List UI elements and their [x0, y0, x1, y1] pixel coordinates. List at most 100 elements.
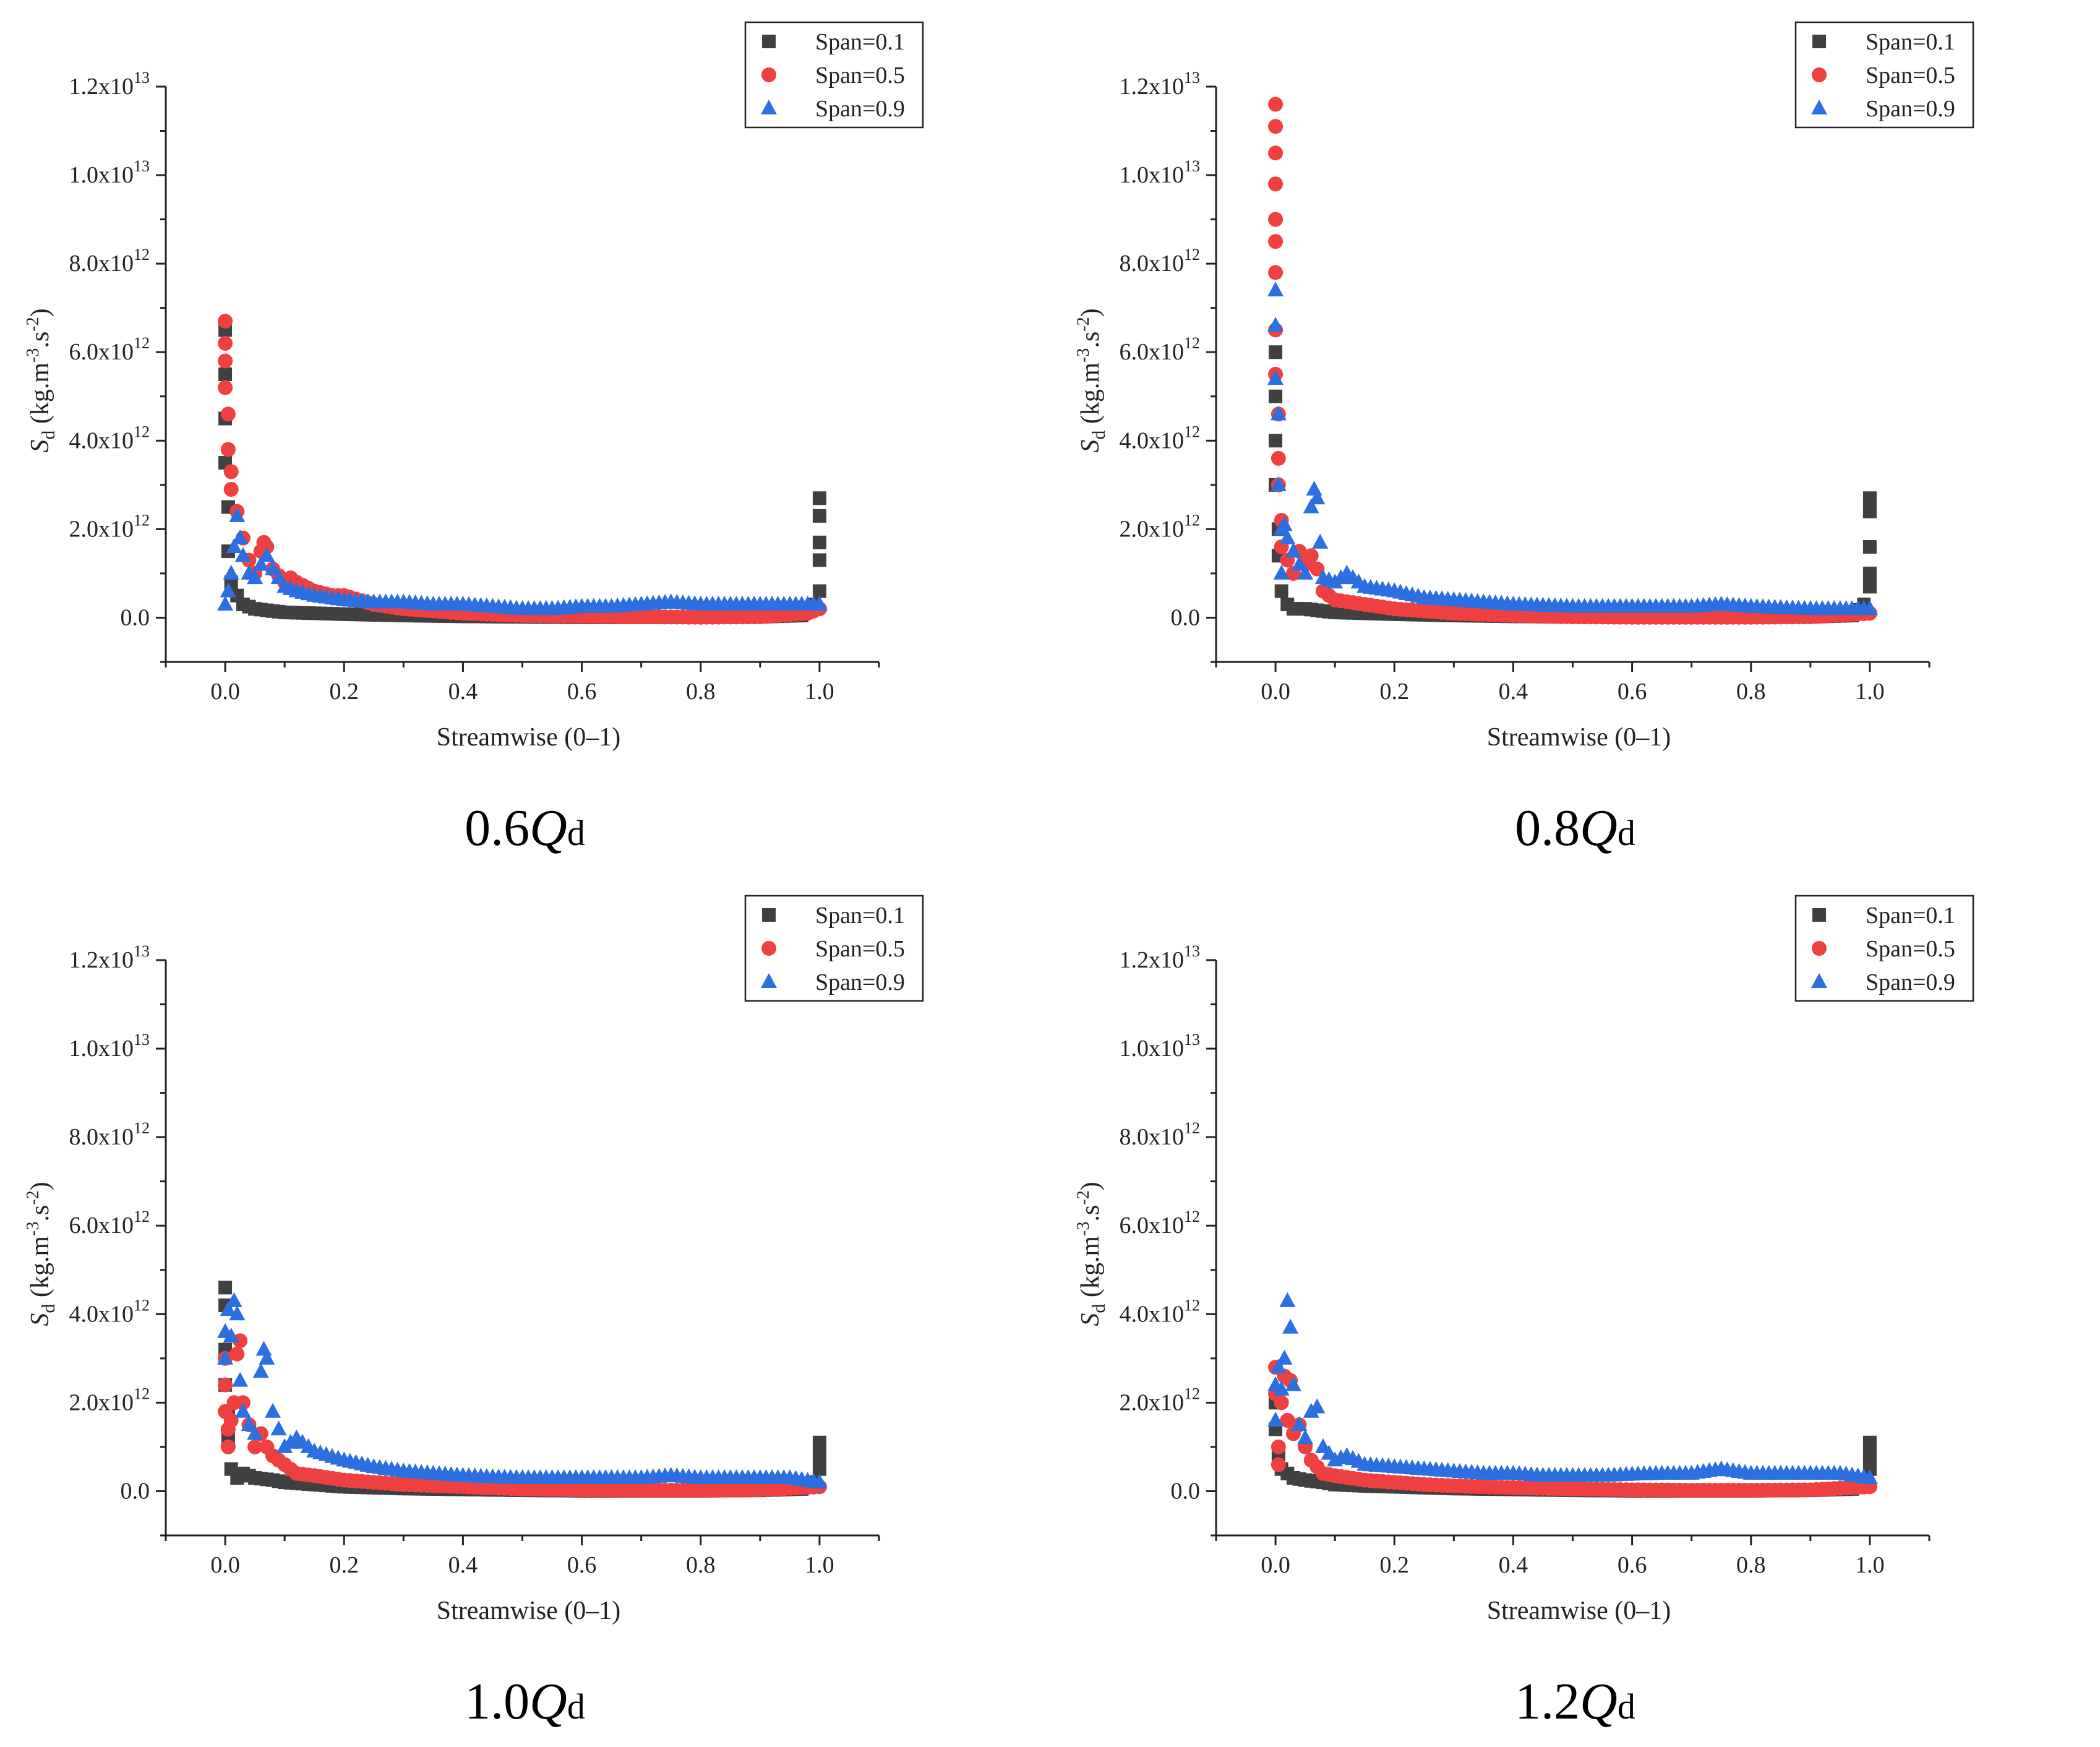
scatter-point — [1683, 598, 1700, 613]
scatter-point — [1594, 1467, 1611, 1482]
scatter-point — [220, 582, 236, 598]
scatter-point — [1282, 1318, 1299, 1334]
scatter-point — [226, 538, 242, 553]
scatter-point — [1505, 1464, 1522, 1480]
scatter-point — [1268, 119, 1284, 134]
x-tick-label: 1.0 — [1855, 679, 1885, 705]
scatter-point — [247, 1439, 263, 1454]
y-tick-label: 4.0x1012 — [69, 1296, 150, 1327]
legend-label: Span=0.9 — [1866, 96, 1955, 122]
scatter-point — [633, 609, 649, 625]
scatter-point — [1269, 389, 1283, 403]
scatter-point — [234, 547, 251, 562]
chart-1-0qd: 0.0 0.2 0.4 0.6 0.8 1.0 0.0 2.0x1012 4.0x1012 6.0… — [24, 895, 924, 1625]
y-tick-label: 1.2x1013 — [69, 942, 150, 973]
scatter-point — [278, 1475, 292, 1490]
legend-label: Span=0.9 — [1866, 969, 1955, 995]
scatter-point — [226, 1292, 242, 1307]
scatter-point — [1268, 97, 1284, 112]
scatter-point — [1270, 476, 1287, 491]
scatter-point — [1303, 1453, 1319, 1468]
scatter-point — [781, 596, 798, 611]
scatter-point — [1312, 533, 1329, 549]
scatter-point — [1475, 1464, 1492, 1480]
scatter-point — [1684, 1483, 1699, 1498]
scatter-point — [692, 596, 709, 611]
scatter-point — [544, 1469, 560, 1484]
scatter-point — [229, 1346, 245, 1362]
scatter-point — [752, 609, 768, 625]
scatter-point — [692, 1469, 709, 1484]
scatter-point — [752, 596, 768, 611]
caption-sub: d — [567, 1686, 585, 1727]
scatter-point — [1386, 582, 1403, 598]
scatter-point — [1624, 1482, 1640, 1498]
scatter-point — [366, 1475, 382, 1490]
scatter-point — [218, 367, 233, 381]
scatter-point-fill — [270, 1420, 287, 1436]
scatter-point — [1327, 1451, 1344, 1467]
scatter-point — [220, 1439, 236, 1454]
y-tick-label: 1.2x1013 — [1120, 69, 1201, 100]
scatter-point — [812, 1462, 826, 1476]
chart-panel-1-0qd: 0.0 0.2 0.4 0.6 0.8 1.0 0.0 2.0x1012 4.0x1012 6.0… — [0, 874, 1050, 1747]
scatter-point — [1298, 1473, 1313, 1487]
scatter-point — [455, 1479, 471, 1495]
scatter-point — [337, 607, 351, 621]
scatter-point — [1269, 434, 1283, 448]
scatter-point — [220, 406, 236, 422]
scatter-point — [1535, 1467, 1551, 1482]
scatter-point — [289, 1466, 304, 1481]
legend: Span=0.1 Span=0.5 Span=0.9 — [1794, 21, 1974, 129]
scatter-point — [1624, 1466, 1640, 1481]
scatter-point — [218, 335, 233, 351]
scatter-point — [1506, 607, 1521, 623]
scatter-point — [223, 482, 239, 497]
scatter-point — [1802, 1464, 1819, 1480]
scatter-point — [603, 598, 620, 613]
scatter-point — [1742, 1464, 1759, 1480]
scatter-point — [515, 1481, 530, 1496]
x-tick-label: 0.2 — [1380, 1552, 1410, 1578]
scatter-point — [395, 1462, 412, 1478]
scatter-point — [288, 1429, 305, 1444]
y-axis-label: Sd (kg.m-3.s-2) — [1074, 1182, 1109, 1326]
x-tick-label: 0.6 — [567, 679, 597, 705]
scatter-point — [1315, 1466, 1331, 1481]
caption-symbol: Q — [1580, 799, 1618, 857]
y-tick-label: 6.0x1012 — [69, 334, 150, 365]
legend-label: Span=0.5 — [815, 62, 905, 88]
chart-0-6qd: 0.0 0.2 0.4 0.6 0.8 1.0 0.0 2.0x1012 4.0x1012 6.0… — [24, 21, 924, 752]
x-tick-label: 1.0 — [1855, 1552, 1885, 1578]
scatter-point — [693, 609, 708, 625]
scatter-point — [1303, 548, 1319, 564]
axes: 0.0 0.2 0.4 0.6 0.8 1.0 0.0 2.0x1012 4.0x1012 6.0… — [24, 942, 880, 1625]
x-axis-label: Streamwise (0–1) — [1487, 723, 1671, 752]
scatter-point — [1862, 1435, 1877, 1449]
legend-marker — [1812, 35, 1826, 48]
chart-0-8qd: 0.0 0.2 0.4 0.6 0.8 1.0 0.0 2.0x1012 4.0x1012 6.0… — [1074, 21, 1974, 752]
legend-marker — [1811, 973, 1827, 988]
scatter-point — [1505, 596, 1522, 611]
scatter-point — [1624, 598, 1640, 613]
scatter-point — [455, 596, 471, 611]
scatter-point — [1314, 569, 1331, 585]
legend: Span=0.1 Span=0.5 Span=0.9 — [1794, 895, 1974, 1002]
scatter-point — [396, 1477, 411, 1492]
chart-1-2qd: 0.0 0.2 0.4 0.6 0.8 1.0 0.0 2.0x1012 4.0x1012 6.0… — [1074, 895, 1974, 1625]
scatter-point — [425, 1464, 442, 1480]
scatter-point — [484, 598, 501, 613]
legend-label: Span=0.1 — [815, 29, 905, 55]
scatter-point — [1268, 212, 1284, 227]
x-tick-label: 0.6 — [567, 1552, 597, 1578]
y-tick-label: 8.0x1012 — [69, 1119, 150, 1150]
scatter-point — [366, 1458, 382, 1474]
scatter-point — [1327, 592, 1343, 607]
x-tick-label: 0.4 — [1499, 679, 1528, 705]
scatter-point — [1327, 573, 1344, 589]
scatter-point — [633, 1483, 649, 1498]
y-tick-label: 1.2x1013 — [1120, 942, 1201, 973]
caption-symbol: Q — [529, 799, 567, 857]
scatter-point — [1327, 1468, 1343, 1483]
y-axis-label: Sd (kg.m-3.s-2) — [24, 308, 59, 452]
